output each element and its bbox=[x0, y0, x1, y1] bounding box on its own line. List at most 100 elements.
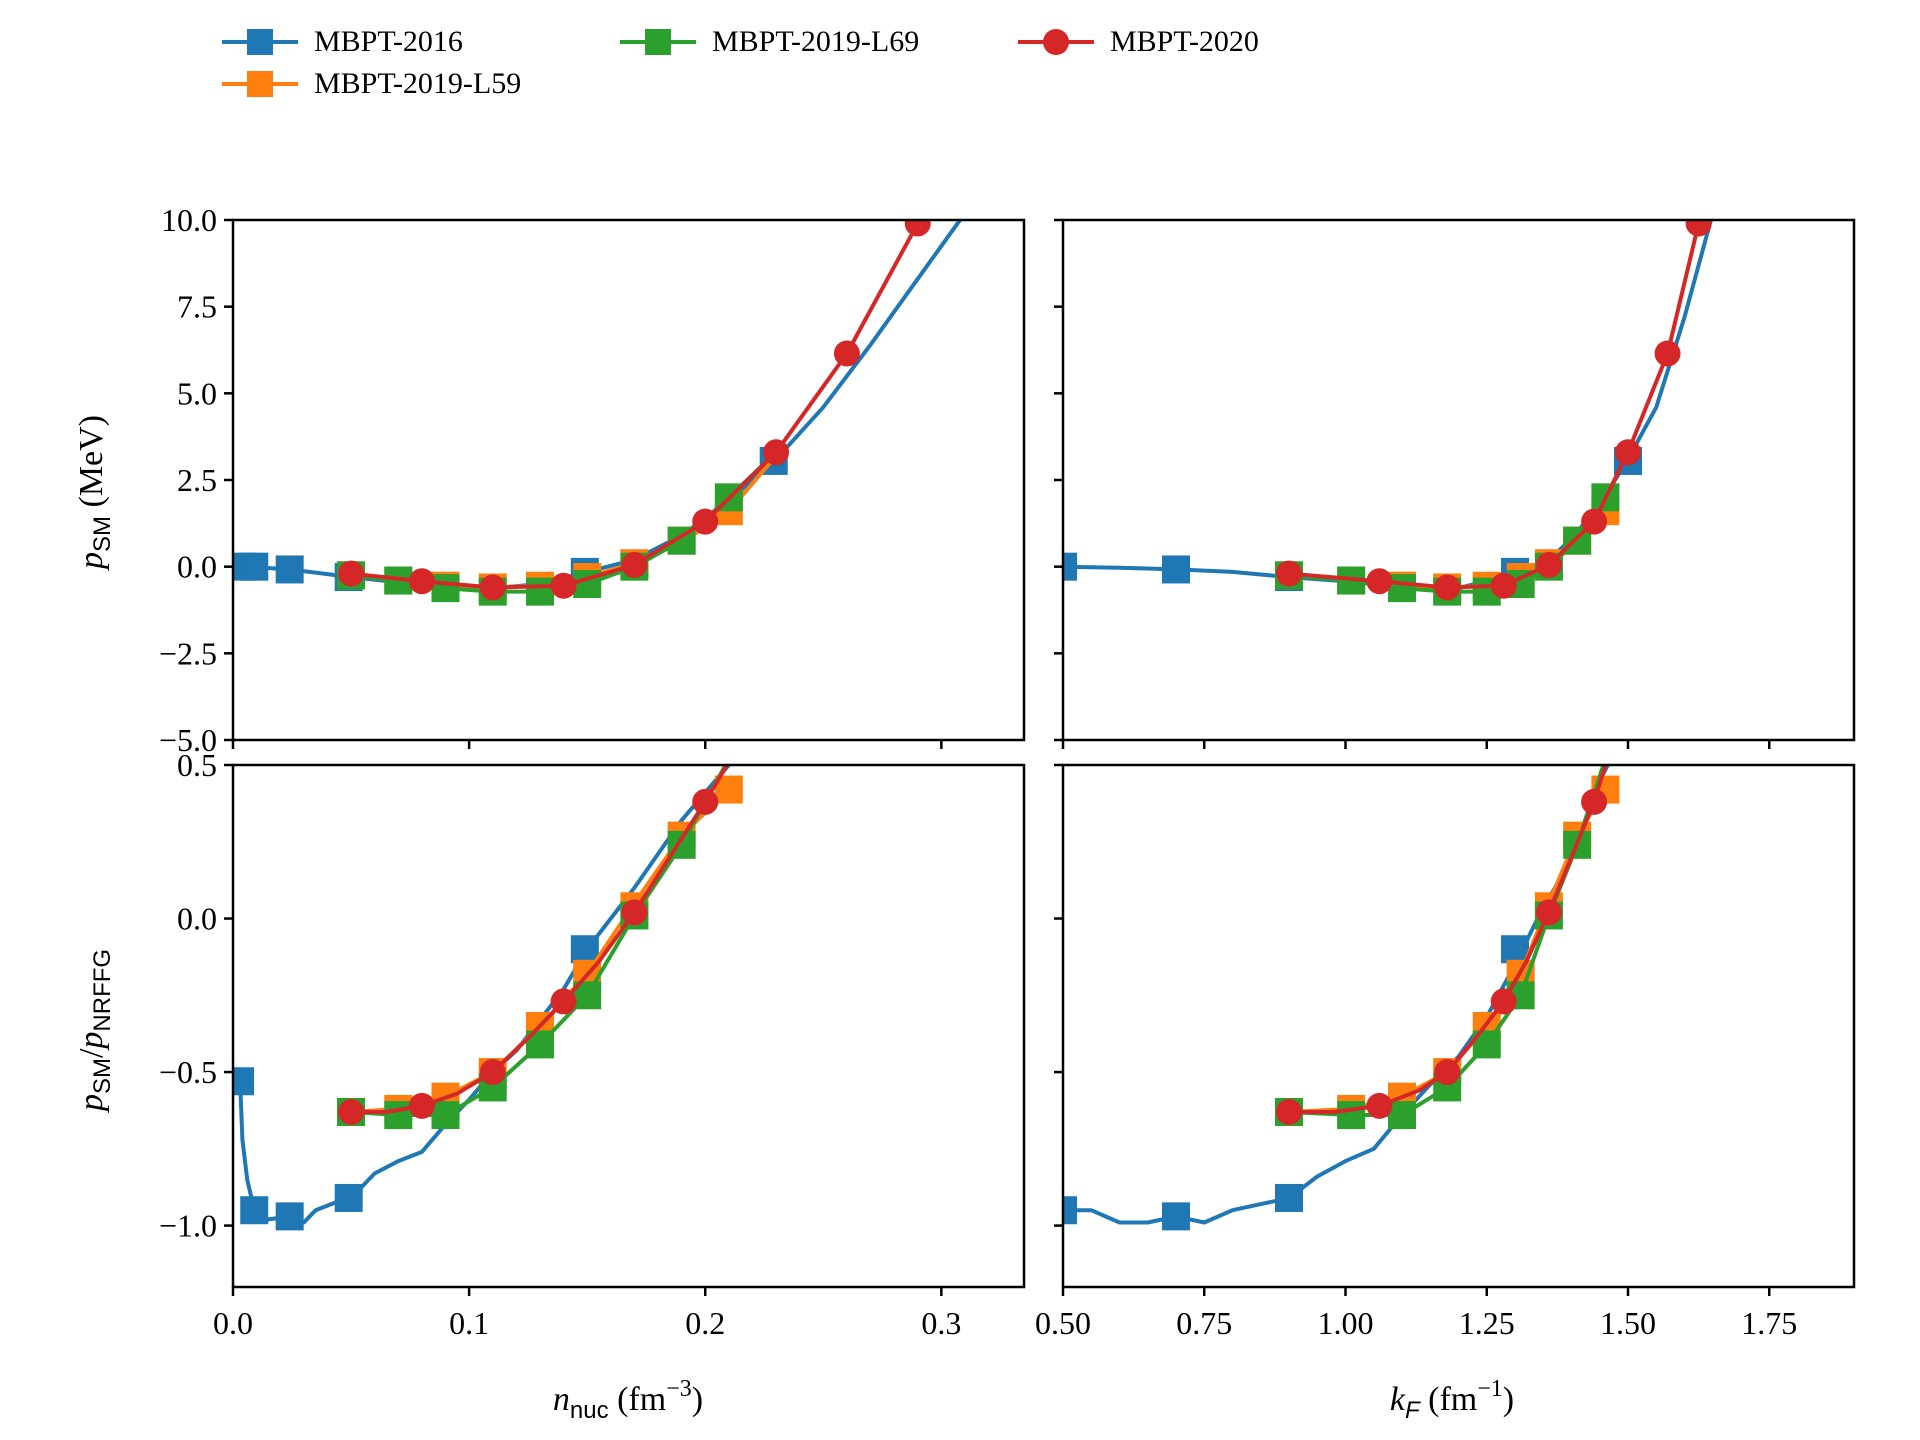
legend-entry: MBPT-2019-L69 bbox=[618, 22, 919, 62]
series-line bbox=[237, 220, 963, 591]
data-point bbox=[431, 574, 460, 603]
data-point bbox=[275, 555, 304, 584]
data-point bbox=[1535, 899, 1562, 926]
data-point bbox=[408, 1092, 435, 1119]
data-point bbox=[1388, 574, 1416, 603]
plot-area bbox=[1063, 220, 1713, 606]
xlabel-left: nnuc (fm−3) bbox=[553, 1376, 703, 1424]
series-line bbox=[1288, 220, 1704, 590]
legend-label: MBPT-2019-L59 bbox=[314, 67, 522, 100]
x-tick-label: 0.50 bbox=[1035, 1305, 1091, 1341]
panel-top-left: −5.0 −2.5 0.0 2.5 5.0 7.5 10.0 bbox=[159, 202, 1026, 758]
y-tick-label: 2.5 bbox=[177, 462, 217, 498]
legend-swatch bbox=[1018, 29, 1094, 55]
data-point bbox=[1490, 988, 1517, 1015]
y-tick-label: −1.0 bbox=[159, 1208, 217, 1244]
y-tick-label: 10.0 bbox=[161, 202, 217, 238]
legend-swatch bbox=[222, 29, 298, 55]
x-tick-label: 0.1 bbox=[449, 1305, 489, 1341]
legend-label: MBPT-2020 bbox=[1110, 25, 1259, 58]
x-tick-label: 1.00 bbox=[1318, 1305, 1374, 1341]
data-point bbox=[233, 1067, 255, 1096]
data-point bbox=[479, 574, 506, 601]
data-point bbox=[904, 220, 931, 237]
data-point bbox=[1063, 552, 1077, 581]
data-point bbox=[692, 508, 719, 535]
x-tick-label: 0.0 bbox=[213, 1305, 253, 1341]
data-point bbox=[763, 439, 790, 466]
legend: MBPT-2016 MBPT-2019-L59 MBPT-2019-L69 MBPT-… bbox=[220, 22, 1320, 117]
data-point bbox=[275, 1202, 304, 1231]
y-tick-label: 0.0 bbox=[177, 549, 217, 585]
ylabel-bottom: pSM/pNRFFG bbox=[73, 949, 116, 1113]
data-point bbox=[1501, 935, 1529, 964]
legend-entry: MBPT-2016 bbox=[220, 22, 463, 62]
data-point bbox=[1337, 1101, 1366, 1130]
legend-entry: MBPT-2019-L59 bbox=[220, 64, 521, 104]
data-point bbox=[338, 560, 365, 587]
data-point bbox=[1366, 568, 1393, 595]
axes-frame bbox=[1061, 218, 1856, 742]
legend-swatch bbox=[222, 71, 298, 97]
data-point bbox=[1581, 508, 1608, 535]
data-point bbox=[1162, 1202, 1190, 1231]
x-tick-label: 1.25 bbox=[1459, 1305, 1515, 1341]
data-point bbox=[240, 552, 269, 581]
data-point bbox=[550, 572, 577, 599]
y-tick-label: 5.0 bbox=[177, 375, 217, 411]
data-point bbox=[1581, 788, 1608, 815]
panel-top-right bbox=[1054, 218, 1856, 749]
data-point bbox=[1535, 551, 1562, 578]
data-point bbox=[1275, 1183, 1303, 1212]
y-tick-label: 7.5 bbox=[177, 289, 217, 325]
data-point bbox=[1434, 574, 1461, 601]
y-tick-label: −5.0 bbox=[159, 722, 217, 758]
panel-bottom-left: −1.0 −0.5 0.0 0.5 0.0 0.1 0.2 0.3 bbox=[159, 747, 1026, 1341]
data-point bbox=[833, 340, 860, 367]
legend-swatch bbox=[620, 29, 696, 55]
data-point bbox=[240, 1196, 269, 1225]
x-tick-label: 0.2 bbox=[685, 1305, 725, 1341]
data-point bbox=[1366, 1092, 1393, 1119]
series-line bbox=[1063, 220, 1713, 591]
data-point bbox=[621, 899, 648, 926]
axes-frame bbox=[1061, 763, 1856, 1289]
x-tick-label: 1.50 bbox=[1600, 1305, 1656, 1341]
panel-bottom-right: 0.50 0.75 1.00 1.25 1.50 1.75 bbox=[1035, 763, 1856, 1341]
data-point bbox=[1162, 555, 1190, 584]
data-point bbox=[692, 788, 719, 815]
plot-area bbox=[233, 220, 963, 606]
y-tick-label: 0.0 bbox=[177, 901, 217, 937]
y-tick-label: 0.5 bbox=[177, 747, 217, 783]
x-tick-label: 1.75 bbox=[1741, 1305, 1797, 1341]
xlabel-right: kF (fm−1) bbox=[1390, 1376, 1514, 1424]
data-point bbox=[1434, 1059, 1461, 1086]
data-point bbox=[338, 1098, 365, 1125]
data-point bbox=[334, 1183, 363, 1212]
data-point bbox=[1490, 572, 1517, 599]
y-tick-label: −0.5 bbox=[159, 1054, 217, 1090]
axes-frame bbox=[231, 763, 1026, 1289]
data-point bbox=[525, 577, 554, 606]
data-point bbox=[1276, 1098, 1302, 1125]
x-tick-label: 0.3 bbox=[921, 1305, 961, 1341]
legend-label: MBPT-2016 bbox=[314, 25, 463, 58]
data-point bbox=[621, 551, 648, 578]
plot-area bbox=[233, 765, 743, 1231]
data-point bbox=[384, 1101, 413, 1130]
data-point bbox=[1685, 220, 1712, 237]
data-point bbox=[550, 988, 577, 1015]
plot-area bbox=[1063, 765, 1620, 1231]
data-point bbox=[1063, 1196, 1077, 1225]
series-line bbox=[238, 765, 731, 1225]
legend-entry: MBPT-2020 bbox=[1016, 22, 1259, 62]
data-point bbox=[1654, 340, 1681, 367]
y-tick-label: −2.5 bbox=[159, 635, 217, 671]
data-point bbox=[479, 1059, 506, 1086]
ylabel-top: pSM (MeV) bbox=[73, 415, 116, 571]
data-point bbox=[1276, 560, 1302, 587]
data-point bbox=[570, 935, 599, 964]
series-line bbox=[351, 765, 730, 1114]
legend-label: MBPT-2019-L69 bbox=[712, 25, 920, 58]
